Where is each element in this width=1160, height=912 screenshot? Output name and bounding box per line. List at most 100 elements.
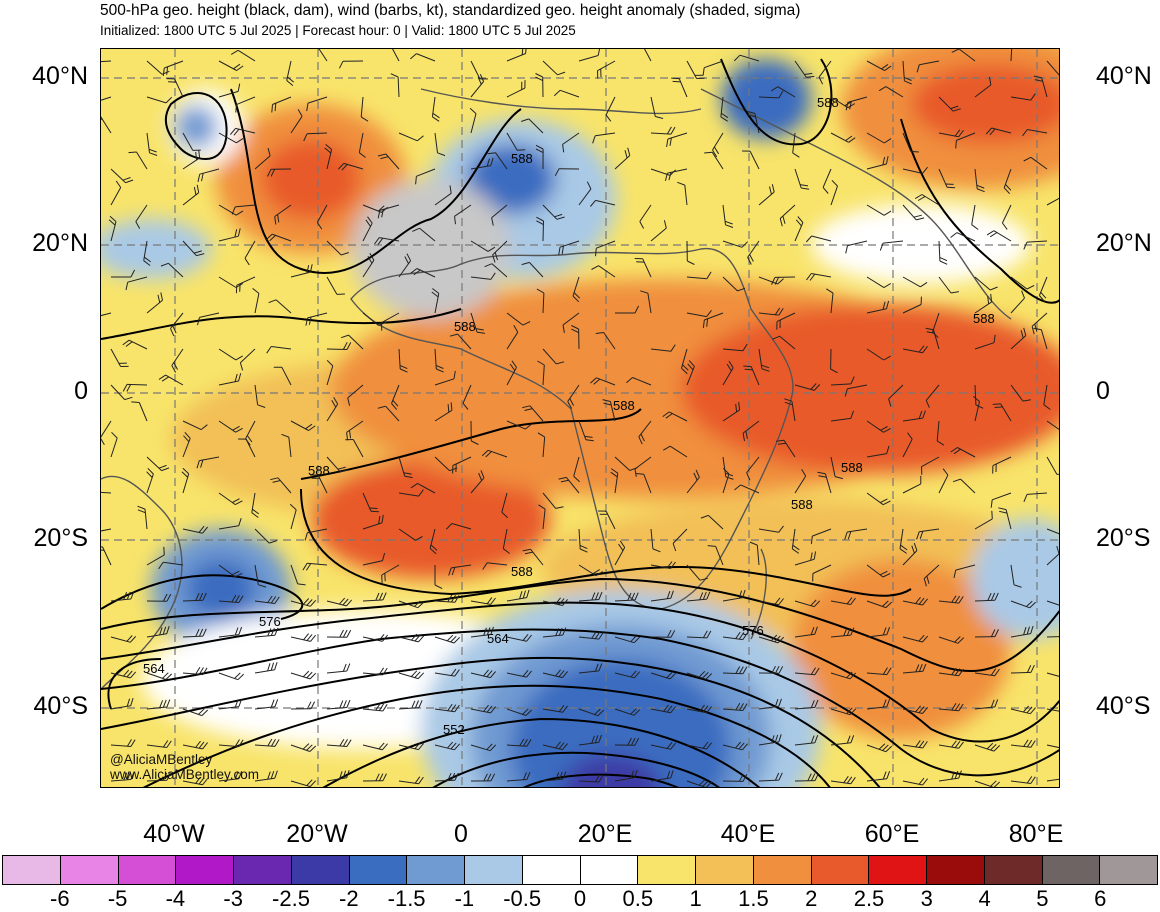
lat-label-right: 40°S [1096,692,1151,720]
wind-barb [281,366,292,386]
wind-barb-flag [572,295,580,303]
wind-barb-flag [198,708,205,715]
wind-barb-flag [536,288,545,294]
wind-barb-flag [483,627,487,636]
wind-barb [146,554,165,566]
wind-barb [650,96,656,117]
wind-barb-flag [779,218,783,227]
lat-label-left: 20°S [33,524,88,552]
wind-barb-flag [593,378,601,385]
wind-barb-flag [671,77,680,80]
wind-barb-flag [1023,705,1029,713]
wind-barb-flag [555,506,564,509]
wind-barb [135,204,148,222]
wind-barb-flag [562,771,567,780]
wind-barb-flag [163,546,165,555]
wind-barb-flag [951,771,955,780]
wind-barb-flag [1023,241,1028,250]
wind-barb-flag [848,137,856,143]
wind-barb-flag [770,634,778,642]
lon-label: 20°W [286,820,348,848]
wind-barb-flag [526,589,530,598]
wind-barb [722,348,743,352]
wind-barb-flag [404,256,409,264]
wind-barb-flag [162,772,168,781]
wind-barb [902,168,923,174]
wind-barb-flag [193,250,202,254]
wind-barb-flag [237,228,241,237]
wind-barb-flag [975,404,984,409]
wind-barb-flag [198,777,205,785]
wind-barb [254,155,271,170]
wind-barb-flag [369,253,375,261]
wind-barb-flag [411,700,416,709]
colorbar-swatch [638,856,696,884]
wind-barb-flag [706,742,712,750]
wind-barb-flag [109,215,117,222]
wind-barb-flag [477,76,482,85]
wind-barb [146,60,163,75]
wind-barb-flag [269,234,276,242]
wind-barb-flag [234,373,238,382]
wind-barb-flag [306,265,310,274]
wind-barb-flag [479,73,485,82]
wind-barb-flag [130,269,136,278]
wind-barb-flag [448,567,452,576]
wind-barb [650,348,671,352]
wind-barb-flag [881,63,889,70]
wind-barb-flag [735,631,741,639]
wind-barb-flag [399,368,408,373]
wind-barb-flag [728,360,734,369]
wind-barb-flag [666,705,673,713]
wind-barb-flag [454,772,459,781]
wind-barb-flag [244,258,250,266]
wind-barb-flag [634,468,637,477]
wind-barb-flag [489,744,497,752]
wind-barb-flag [627,592,632,601]
wind-barb-flag [771,184,775,193]
wind-barb-flag [882,573,891,578]
wind-barb-flag [1020,330,1024,339]
wind-barb-flag [369,507,378,509]
wind-barb-flag [725,476,734,480]
wind-barb [385,405,400,422]
wind-barb-flag [952,478,961,483]
wind-barb-flag [742,666,748,674]
wind-barb-flag [196,253,205,257]
wind-barb-flag [922,166,928,174]
wind-barb [650,227,667,242]
wind-barb-flag [884,65,892,72]
wind-barb-flag [462,402,469,410]
wind-barb-flag [705,781,713,787]
wind-barb-flag [885,601,893,608]
wind-barb-flag [712,149,718,158]
wind-barb [326,365,334,386]
wind-barb-flag [526,670,532,678]
wind-barb-flag [1060,544,1061,552]
wind-barb-flag [558,670,565,678]
wind-barb-flag [166,699,171,708]
wind-barb-flag [198,741,205,749]
height-contours [101,58,1059,787]
wind-barb-flag [562,627,567,636]
wind-barb-flag [698,670,706,678]
wind-barb [419,227,436,242]
wind-barb-flag [238,595,244,603]
wind-barb-flag [297,583,306,586]
wind-barb-flag [936,440,945,446]
wind-barb-flag [159,700,164,708]
wind-barb [506,312,524,326]
wind-barb-flag [663,445,671,451]
colorbar-tick-label: 1 [689,886,702,911]
wind-barb-flag [954,703,961,711]
wind-barb-flag [918,740,925,748]
wind-barb-flag [920,281,928,288]
wind-barb-flag [238,698,243,707]
wind-barb-flag [331,400,337,408]
wind-barb [740,484,760,494]
wind-barb-flag [162,626,167,635]
wind-barb-flag [846,671,853,679]
wind-barb-flag [234,771,239,780]
wind-barb-flag [562,599,568,606]
wind-barb [271,346,292,350]
